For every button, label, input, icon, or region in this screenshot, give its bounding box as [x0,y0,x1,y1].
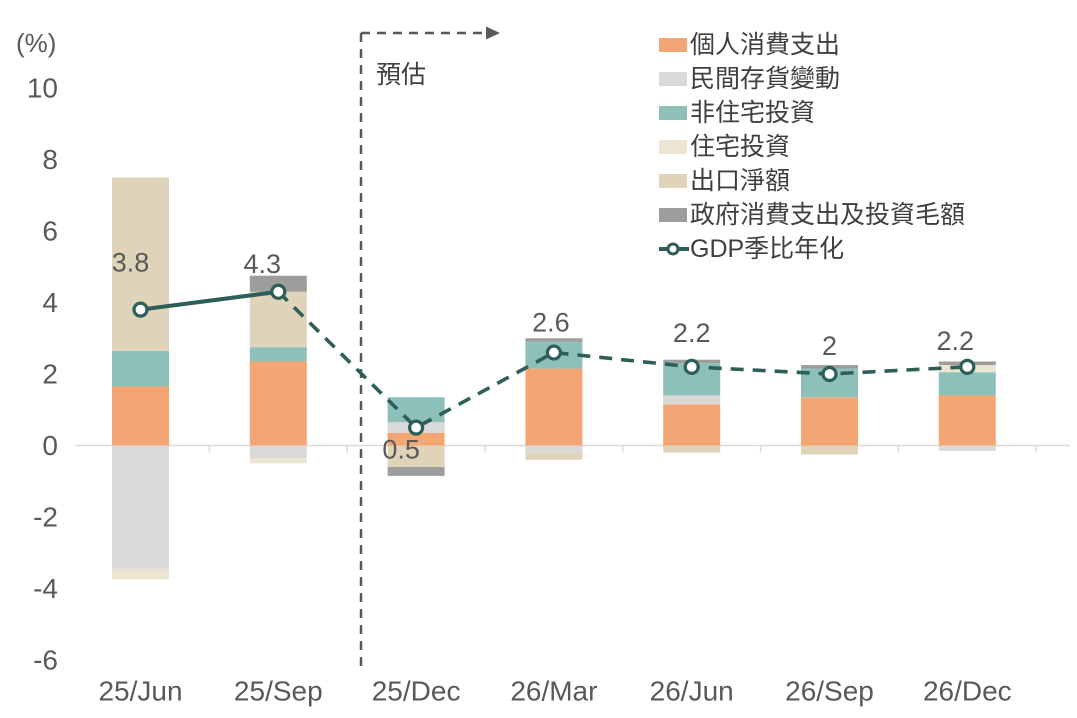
bar-segment-government [387,466,445,476]
gdp-point-marker [821,365,838,383]
gdp-point-marker [545,344,563,361]
y-tick-label: -2 [33,502,58,533]
legend-swatch-icon [659,72,687,86]
legend-label: 政府消費支出及投資毛額 [690,200,966,229]
legend-item-net_exports: 出口淨額 [659,164,965,198]
bar-segment-pce [249,361,307,446]
x-axis-labels-group: 25/Jun 25/Sep 25/Dec 26/Mar 26/Jun 26/Sep 26/D… [98,676,1011,707]
legend-label: 住宅投資 [690,132,791,161]
legend-item-residential: 住宅投資 [659,130,965,164]
gdp-point-marker [408,419,425,436]
gdp-markers-group [132,283,976,436]
bar-segment-inventories [249,445,307,459]
gdp-point-marker [270,283,287,300]
legend-label: 非住宅投資 [690,98,816,127]
y-tick-label: 6 [42,216,58,247]
bar-segment-pce [663,404,721,446]
y-tick-label: 2 [42,359,58,390]
legend-label: GDP季比年化 [690,234,845,263]
bar-segment-net_exports [801,445,858,455]
bar-segment-nonres [249,347,307,362]
y-tick-label: -4 [33,573,58,604]
bar-segment-net_exports [387,445,445,467]
bar-segment-inventories [938,445,996,451]
axis-boundary-ticks [208,445,1037,453]
gdp-value-label: 2.2 [673,318,711,348]
legend-swatch-icon [659,174,687,188]
legend-item-gdp_line: GDP季比年化 [659,232,965,266]
bars-group [112,177,996,580]
gdp-value-label: 0.5 [382,435,420,465]
legend-item-government: 政府消費支出及投資毛額 [659,198,965,232]
gdp-point-marker [132,301,149,318]
bar-segment-government [525,338,583,342]
legend-item-nonres: 非住宅投資 [659,96,965,130]
y-tick-label: 8 [42,144,58,175]
bar-segment-nonres [938,372,996,396]
bar-segment-residential [249,458,307,464]
y-tick-label: 10 [27,73,58,104]
legend-label: 民間存貨變動 [690,64,841,93]
x-tick-label: 26/Jun [650,676,734,707]
bar-segment-pce [525,368,583,446]
bar-segment-residential [112,568,169,580]
bar-segment-inventories [663,395,721,405]
legend-swatch-icon [659,38,687,52]
gdp-value-label: 2.6 [532,308,570,338]
x-tick-label: 26/Sep [785,676,874,707]
chart-legend: 個人消費支出 民間存貨變動 非住宅投資住宅投資出口淨額政府消費支出及投資毛額 GDP季… [659,28,965,266]
bar-segment-pce [112,386,169,446]
y-axis-unit-label: (%) [16,28,57,58]
forecast-arrowhead-icon [486,26,500,40]
y-tick-label: 0 [42,430,58,461]
bar-segment-inventories [112,445,169,569]
gdp-point-marker [959,358,976,375]
legend-item-pce: 個人消費支出 [659,28,965,62]
gdp-line-actual [140,289,279,312]
x-tick-label: 26/Dec [923,676,1012,707]
gdp-value-label: 3.8 [112,248,150,278]
y-tick-label: -6 [33,645,58,676]
x-tick-label: 25/Sep [234,676,323,707]
y-axis-labels-group: 10 8 6 4 2 0 -2 -4 -6 [27,73,58,676]
gdp-value-label: 4.3 [244,249,282,279]
x-tick-label: 26/Mar [510,676,597,707]
bar-segment-pce [938,395,996,446]
bar-segment-nonres [387,397,445,423]
gdp-value-label: 2.2 [937,326,975,356]
legend-item-inventories: 民間存貨變動 [659,62,965,96]
legend-swatch-icon [659,106,687,120]
bar-segment-nonres [112,350,169,387]
gdp-value-label: 2 [822,331,837,361]
bar-segment-pce [801,397,858,446]
legend-label: 出口淨額 [690,166,791,195]
x-tick-label: 25/Dec [372,676,461,707]
forecast-annotation-label: 預估 [376,61,427,89]
legend-swatch-icon [659,140,687,154]
legend-line-marker-icon [659,241,689,257]
bar-segment-net_exports [112,177,169,351]
legend-swatch-icon [659,208,687,222]
bar-segment-inventories [525,445,583,453]
bar-segment-net_exports [249,291,307,348]
gdp-line-forecast [277,290,968,430]
y-tick-label: 4 [42,287,58,318]
x-tick-label: 25/Jun [98,676,182,707]
bar-segment-net_exports [663,445,721,453]
bar-segment-net_exports [525,452,583,460]
value-labels-group: 3.8 4.3 0.5 2.6 2.2 2 2.2 [112,248,974,465]
bar-segment-pce [387,432,445,446]
gdp-point-marker [683,358,700,375]
legend-label: 個人消費支出 [690,30,841,59]
